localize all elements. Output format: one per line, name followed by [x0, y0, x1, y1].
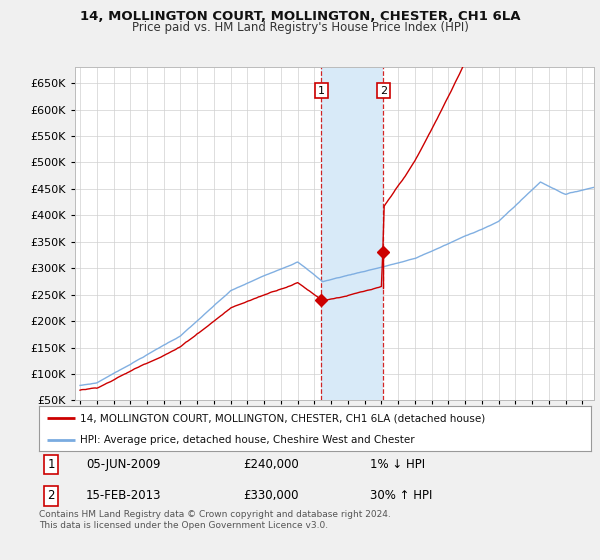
Text: £330,000: £330,000 — [243, 489, 299, 502]
Text: 1: 1 — [47, 458, 55, 471]
Text: 2: 2 — [380, 86, 387, 96]
Text: Contains HM Land Registry data © Crown copyright and database right 2024.
This d: Contains HM Land Registry data © Crown c… — [39, 510, 391, 530]
Text: 1: 1 — [318, 86, 325, 96]
Text: 1% ↓ HPI: 1% ↓ HPI — [370, 458, 425, 471]
Text: 2: 2 — [47, 489, 55, 502]
Text: Price paid vs. HM Land Registry's House Price Index (HPI): Price paid vs. HM Land Registry's House … — [131, 21, 469, 34]
Text: 05-JUN-2009: 05-JUN-2009 — [86, 458, 160, 471]
Text: £240,000: £240,000 — [243, 458, 299, 471]
Text: 14, MOLLINGTON COURT, MOLLINGTON, CHESTER, CH1 6LA (detached house): 14, MOLLINGTON COURT, MOLLINGTON, CHESTE… — [80, 413, 485, 423]
Text: 30% ↑ HPI: 30% ↑ HPI — [370, 489, 433, 502]
Text: 14, MOLLINGTON COURT, MOLLINGTON, CHESTER, CH1 6LA: 14, MOLLINGTON COURT, MOLLINGTON, CHESTE… — [80, 10, 520, 22]
Text: HPI: Average price, detached house, Cheshire West and Chester: HPI: Average price, detached house, Ches… — [80, 435, 415, 445]
Text: 15-FEB-2013: 15-FEB-2013 — [86, 489, 161, 502]
Bar — [322, 67, 383, 400]
